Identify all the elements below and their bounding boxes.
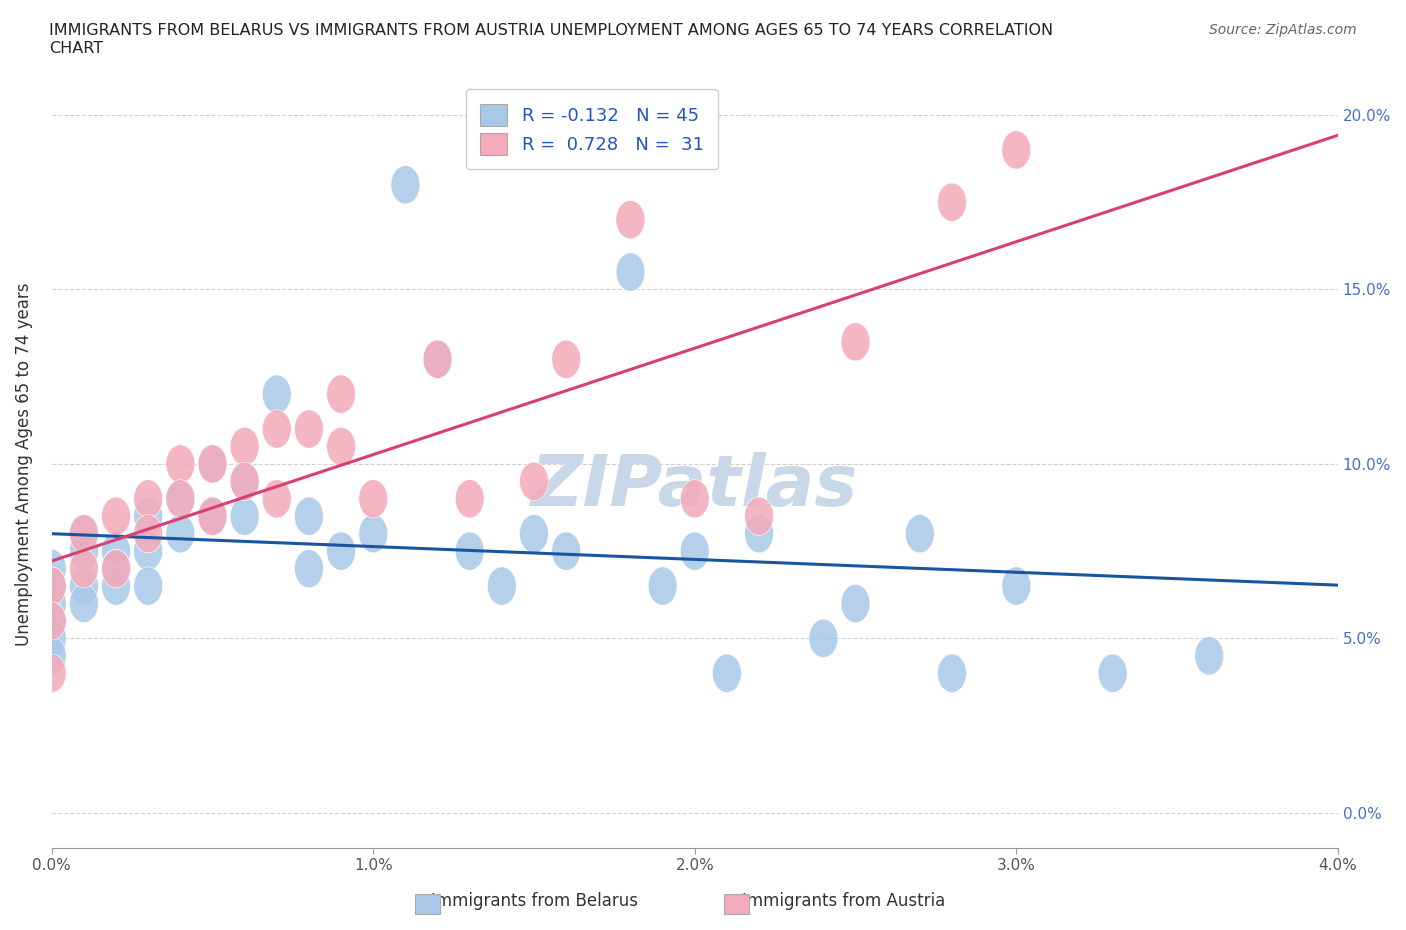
Ellipse shape — [808, 619, 838, 658]
Ellipse shape — [38, 602, 66, 640]
Ellipse shape — [616, 253, 645, 291]
Ellipse shape — [166, 514, 195, 553]
Ellipse shape — [38, 654, 66, 693]
Ellipse shape — [841, 323, 870, 361]
Ellipse shape — [69, 550, 98, 588]
Ellipse shape — [520, 514, 548, 553]
Ellipse shape — [1195, 637, 1223, 675]
Ellipse shape — [359, 480, 388, 518]
Ellipse shape — [1002, 131, 1031, 169]
Ellipse shape — [456, 532, 484, 570]
Ellipse shape — [69, 514, 98, 553]
Ellipse shape — [231, 462, 259, 500]
Ellipse shape — [713, 654, 741, 693]
Ellipse shape — [69, 514, 98, 553]
Ellipse shape — [263, 410, 291, 448]
Ellipse shape — [38, 567, 66, 605]
Ellipse shape — [69, 567, 98, 605]
Ellipse shape — [359, 514, 388, 553]
Ellipse shape — [423, 340, 451, 379]
Ellipse shape — [231, 462, 259, 500]
Ellipse shape — [326, 375, 356, 413]
Text: ZIPatlas: ZIPatlas — [531, 453, 859, 522]
Ellipse shape — [294, 410, 323, 448]
Ellipse shape — [905, 514, 934, 553]
Ellipse shape — [938, 654, 966, 693]
Text: IMMIGRANTS FROM BELARUS VS IMMIGRANTS FROM AUSTRIA UNEMPLOYMENT AMONG AGES 65 TO: IMMIGRANTS FROM BELARUS VS IMMIGRANTS FR… — [49, 23, 1053, 56]
Ellipse shape — [101, 532, 131, 570]
Ellipse shape — [551, 340, 581, 379]
Ellipse shape — [1002, 567, 1031, 605]
Ellipse shape — [841, 584, 870, 623]
Ellipse shape — [263, 480, 291, 518]
Ellipse shape — [391, 166, 420, 204]
Ellipse shape — [263, 375, 291, 413]
Ellipse shape — [326, 532, 356, 570]
Ellipse shape — [166, 480, 195, 518]
Ellipse shape — [101, 567, 131, 605]
Ellipse shape — [681, 532, 709, 570]
Ellipse shape — [134, 497, 163, 536]
Ellipse shape — [294, 550, 323, 588]
Ellipse shape — [745, 497, 773, 536]
Ellipse shape — [294, 497, 323, 536]
Ellipse shape — [198, 497, 226, 536]
Ellipse shape — [134, 567, 163, 605]
Ellipse shape — [231, 427, 259, 466]
Ellipse shape — [38, 637, 66, 675]
Ellipse shape — [648, 567, 678, 605]
Ellipse shape — [198, 445, 226, 483]
Ellipse shape — [198, 497, 226, 536]
Ellipse shape — [520, 462, 548, 500]
Ellipse shape — [1098, 654, 1128, 693]
Text: Source: ZipAtlas.com: Source: ZipAtlas.com — [1209, 23, 1357, 37]
Ellipse shape — [38, 584, 66, 623]
Ellipse shape — [166, 480, 195, 518]
Ellipse shape — [38, 619, 66, 658]
Ellipse shape — [745, 514, 773, 553]
Ellipse shape — [166, 445, 195, 483]
Ellipse shape — [101, 550, 131, 588]
Ellipse shape — [38, 602, 66, 640]
Ellipse shape — [326, 427, 356, 466]
Ellipse shape — [134, 480, 163, 518]
Ellipse shape — [616, 201, 645, 239]
Ellipse shape — [134, 532, 163, 570]
Ellipse shape — [101, 497, 131, 536]
Ellipse shape — [101, 550, 131, 588]
Ellipse shape — [938, 183, 966, 221]
Ellipse shape — [551, 532, 581, 570]
Ellipse shape — [38, 567, 66, 605]
Ellipse shape — [69, 532, 98, 570]
Legend: R = -0.132   N = 45, R =  0.728   N =  31: R = -0.132 N = 45, R = 0.728 N = 31 — [465, 89, 718, 169]
Ellipse shape — [198, 445, 226, 483]
Text: Immigrants from Austria: Immigrants from Austria — [742, 892, 945, 910]
Ellipse shape — [681, 480, 709, 518]
Ellipse shape — [456, 480, 484, 518]
Ellipse shape — [423, 340, 451, 379]
Ellipse shape — [231, 497, 259, 536]
Ellipse shape — [134, 514, 163, 553]
Ellipse shape — [69, 584, 98, 623]
Ellipse shape — [38, 550, 66, 588]
Text: Immigrants from Belarus: Immigrants from Belarus — [430, 892, 638, 910]
Y-axis label: Unemployment Among Ages 65 to 74 years: Unemployment Among Ages 65 to 74 years — [15, 282, 32, 645]
Ellipse shape — [488, 567, 516, 605]
